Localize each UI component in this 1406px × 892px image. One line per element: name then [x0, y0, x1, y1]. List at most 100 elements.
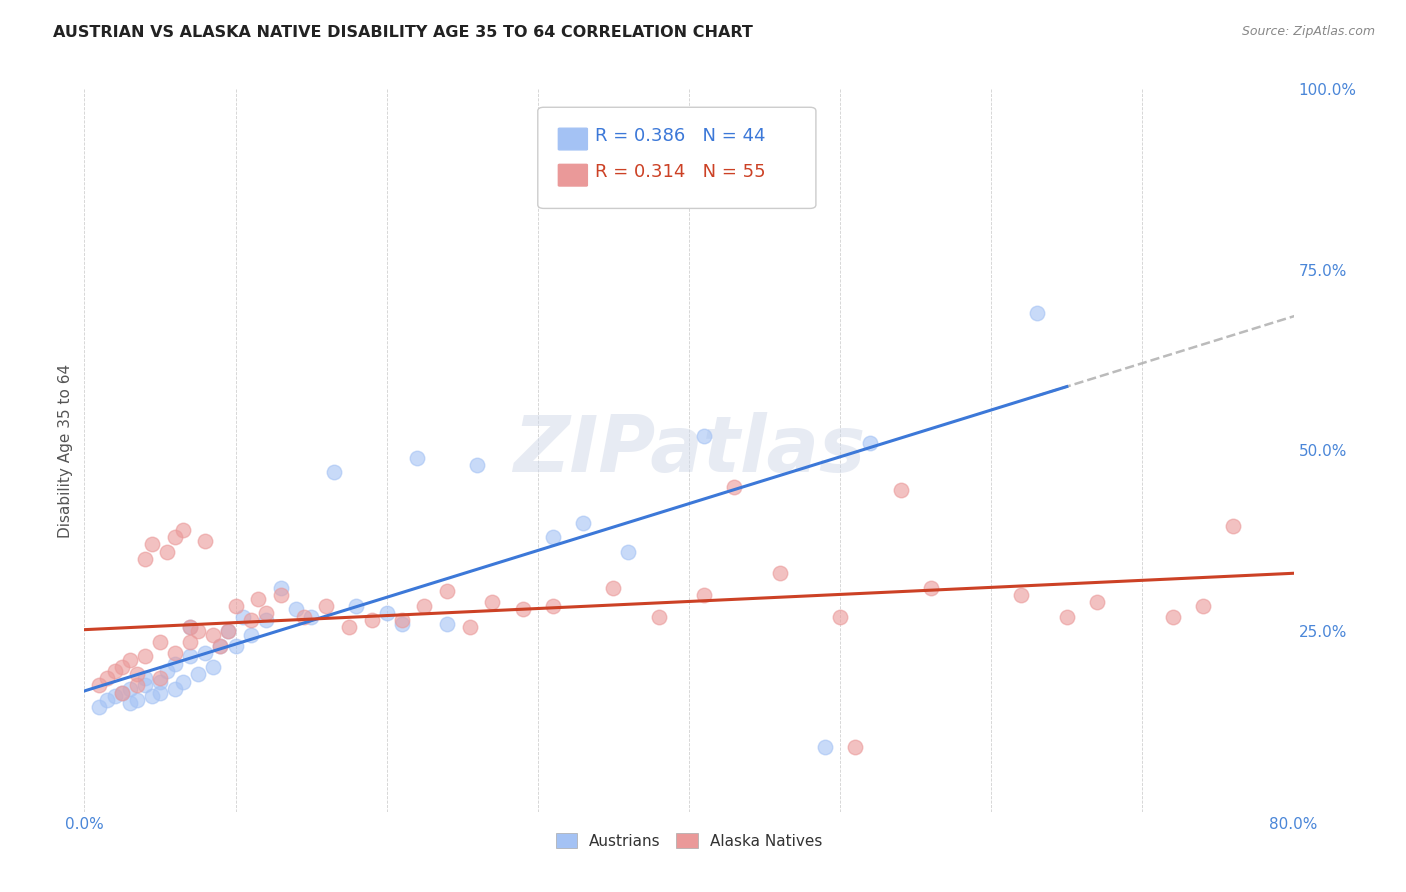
Point: [602, 581, 624, 595]
Point: [247, 591, 270, 606]
Point: [149, 685, 172, 699]
Point: [254, 613, 277, 627]
Point: [436, 584, 458, 599]
Point: [96, 671, 118, 685]
Point: [89, 700, 111, 714]
Point: [859, 436, 882, 450]
Point: [165, 657, 187, 671]
Point: [225, 639, 247, 653]
Point: [1161, 609, 1184, 624]
Text: ZIPatlas: ZIPatlas: [513, 412, 865, 489]
Point: [572, 516, 595, 530]
Point: [134, 649, 156, 664]
Point: [156, 544, 179, 558]
Point: [104, 689, 127, 703]
Point: [830, 609, 852, 624]
Point: [322, 465, 344, 479]
Point: [512, 602, 534, 616]
Point: [617, 544, 640, 558]
Point: [436, 616, 458, 631]
Point: [648, 609, 671, 624]
Point: [1085, 595, 1108, 609]
Point: [391, 616, 413, 631]
Point: [481, 595, 503, 609]
FancyBboxPatch shape: [538, 107, 815, 209]
Point: [270, 588, 292, 602]
Point: [315, 599, 337, 613]
Point: [187, 667, 209, 681]
Point: [232, 609, 254, 624]
Point: [814, 739, 837, 754]
Point: [1025, 306, 1047, 320]
Point: [179, 620, 201, 634]
Point: [134, 678, 156, 692]
Text: R = 0.314   N = 55: R = 0.314 N = 55: [595, 163, 765, 181]
Point: [217, 624, 239, 639]
Text: AUSTRIAN VS ALASKA NATIVE DISABILITY AGE 35 TO 64 CORRELATION CHART: AUSTRIAN VS ALASKA NATIVE DISABILITY AGE…: [53, 25, 754, 40]
Point: [149, 674, 172, 689]
Point: [406, 450, 429, 465]
Point: [467, 458, 489, 472]
FancyBboxPatch shape: [558, 164, 588, 186]
Point: [179, 635, 201, 649]
Point: [118, 696, 141, 710]
Point: [458, 620, 481, 634]
Point: [172, 674, 194, 689]
Y-axis label: Disability Age 35 to 64: Disability Age 35 to 64: [58, 363, 73, 538]
Text: R = 0.386   N = 44: R = 0.386 N = 44: [595, 128, 765, 145]
Point: [104, 664, 127, 678]
Point: [96, 692, 118, 706]
Text: Source: ZipAtlas.com: Source: ZipAtlas.com: [1241, 25, 1375, 38]
Point: [239, 613, 262, 627]
Point: [179, 649, 201, 664]
Point: [172, 523, 194, 537]
Point: [201, 628, 224, 642]
Point: [209, 639, 232, 653]
Point: [1011, 588, 1033, 602]
Point: [118, 681, 141, 696]
Point: [1192, 599, 1215, 613]
Point: [890, 483, 912, 498]
Point: [111, 685, 134, 699]
Point: [391, 613, 413, 627]
FancyBboxPatch shape: [558, 128, 588, 150]
Point: [111, 685, 134, 699]
Point: [127, 667, 149, 681]
Legend: Austrians, Alaska Natives: Austrians, Alaska Natives: [550, 827, 828, 855]
Point: [285, 602, 308, 616]
Point: [194, 533, 217, 548]
Point: [141, 689, 163, 703]
Point: [89, 678, 111, 692]
Point: [299, 609, 322, 624]
Point: [337, 620, 360, 634]
Point: [217, 624, 239, 639]
Point: [292, 609, 315, 624]
Point: [541, 530, 564, 544]
Point: [165, 646, 187, 660]
Point: [693, 588, 716, 602]
Point: [375, 606, 398, 620]
Point: [225, 599, 247, 613]
Point: [127, 678, 149, 692]
Point: [346, 599, 368, 613]
Point: [134, 671, 156, 685]
Point: [111, 660, 134, 674]
Point: [769, 566, 792, 581]
Point: [127, 692, 149, 706]
Point: [165, 530, 187, 544]
Point: [541, 599, 564, 613]
Point: [149, 671, 172, 685]
Point: [179, 620, 201, 634]
Point: [723, 480, 745, 494]
Point: [844, 739, 866, 754]
Point: [201, 660, 224, 674]
Point: [360, 613, 382, 627]
Point: [920, 581, 942, 595]
Point: [209, 639, 232, 653]
Point: [141, 537, 163, 551]
Point: [156, 664, 179, 678]
Point: [134, 551, 156, 566]
Point: [194, 646, 217, 660]
Point: [239, 628, 262, 642]
Point: [693, 429, 716, 443]
